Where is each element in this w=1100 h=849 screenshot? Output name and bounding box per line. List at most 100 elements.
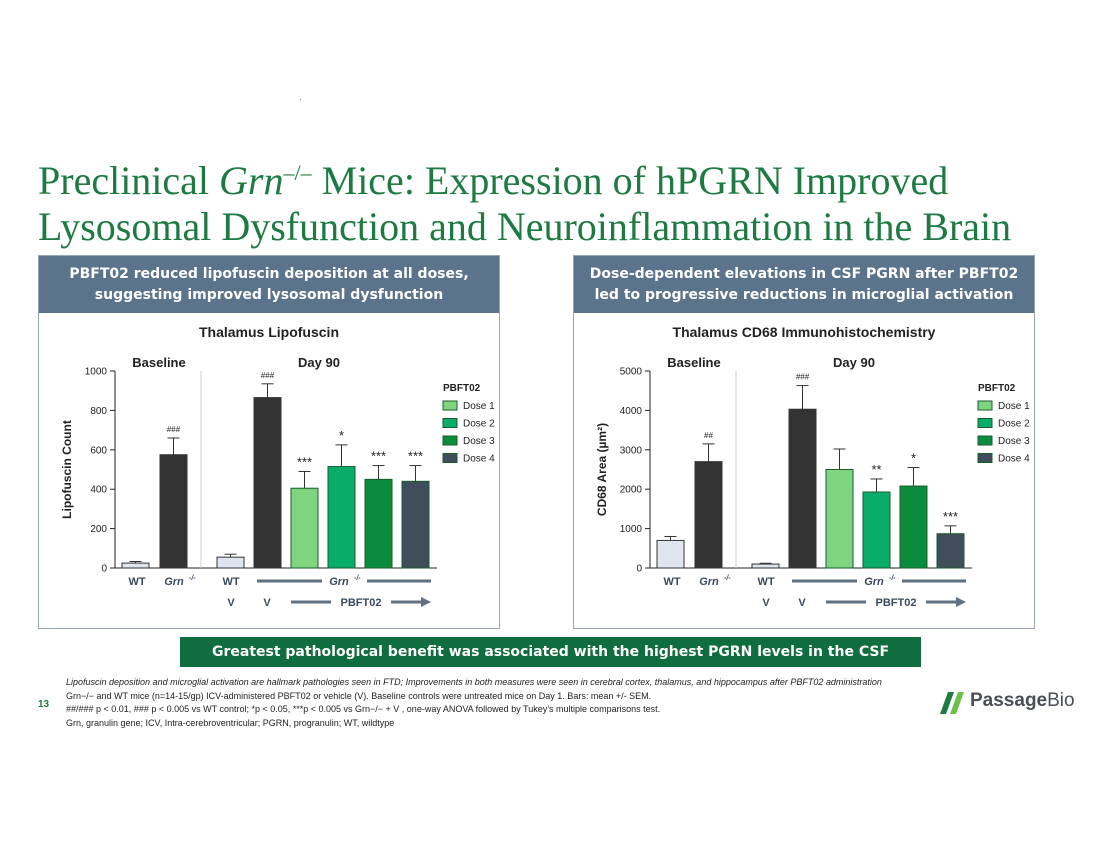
cd68-chart: Thalamus CD68 Immunohistochemistry CD68 A…: [595, 324, 1030, 609]
group-label-baseline: Baseline: [132, 355, 185, 370]
legend-item: Dose 4: [463, 454, 495, 465]
x-label-wt-day90: WT: [222, 576, 239, 588]
title-line-2: Lysosomal Dysfunction and Neuroinflammat…: [38, 204, 1012, 249]
conclusion-banner: Greatest pathological benefit was associ…: [180, 637, 921, 667]
significance-label: *: [911, 451, 916, 466]
significance-label: *: [339, 428, 344, 443]
y-tick-label: 0: [636, 564, 642, 575]
y-tick-label: 3000: [620, 445, 643, 456]
bar-5: [825, 469, 854, 569]
bar-6: [327, 466, 356, 569]
legend-swatch: [977, 400, 993, 411]
bar-8: [936, 533, 965, 569]
significance-label: ###: [261, 371, 275, 380]
bar-3: [751, 563, 780, 569]
y-tick-label: 600: [90, 445, 107, 456]
cd68-panel: Dose-dependent elevations in CSF PGRN af…: [573, 255, 1035, 629]
x-label-vehicle-wt: V: [227, 597, 235, 609]
title-line-1: Preclinical Grn–/– Mice: Expression of h…: [38, 150, 1088, 204]
group-label-day90: Day 90: [298, 355, 340, 370]
legend-item: Dose 3: [998, 436, 1030, 447]
y-axis-label: CD68 Area (µm²): [595, 423, 609, 516]
bar-2: [694, 461, 723, 569]
y-tick-label: 4000: [620, 406, 643, 417]
legend-swatch: [977, 435, 993, 446]
legend-item: Dose 3: [463, 436, 495, 447]
significance-label: ###: [167, 425, 181, 434]
legend-swatch: [977, 453, 993, 463]
logo-mark-icon: [940, 692, 964, 714]
x-label-grn-superscript: -/-: [724, 575, 731, 582]
significance-label: ***: [408, 449, 423, 464]
title-gene-superscript: –/–: [283, 160, 312, 185]
significance-label: ***: [371, 449, 386, 464]
x-label-grn-baseline: Grn: [164, 576, 184, 588]
footnote-2: Grn−/− and WT mice (n=14-15/gp) ICV-admi…: [66, 690, 652, 701]
bar-4: [788, 408, 817, 569]
legend-title: PBFT02: [978, 383, 1016, 394]
cd68-panel-header: Dose-dependent elevations in CSF PGRN af…: [574, 256, 1034, 313]
treatment-arrow-head: [956, 597, 966, 607]
bar-1: [656, 539, 685, 569]
legend-swatch: [442, 400, 458, 411]
legend-item: Dose 1: [463, 401, 495, 412]
title-text-a: Preclinical: [38, 158, 220, 203]
y-tick-label: 5000: [620, 367, 643, 378]
lipofuscin-panel: PBFT02 reduced lipofuscin deposition at …: [38, 255, 500, 629]
logo-text: PassageBio: [970, 690, 1075, 712]
x-label-grn-day90-superscript: -/-: [354, 575, 361, 582]
x-label-vehicle-wt: V: [762, 597, 770, 609]
legend-item: Dose 4: [998, 454, 1030, 465]
y-tick-label: 2000: [620, 485, 643, 496]
legend-swatch: [977, 418, 993, 428]
chart-title: Thalamus CD68 Immunohistochemistry: [673, 324, 936, 340]
title-gene-name: Grn: [219, 158, 284, 203]
chart-title: Thalamus Lipofuscin: [199, 324, 339, 340]
logo-text-bold: Passage: [970, 690, 1048, 711]
significance-label: ###: [796, 373, 810, 382]
bar-4: [253, 397, 282, 569]
footnote-1: Lipofuscin deposition and microglial act…: [66, 677, 882, 687]
passage-bio-logo: PassageBio: [940, 688, 1080, 716]
legend-item: Dose 1: [998, 401, 1030, 412]
treatment-arrow-head: [421, 597, 431, 607]
group-label-day90: Day 90: [833, 355, 875, 370]
significance-label: ##: [704, 431, 713, 440]
x-label-grn-baseline: Grn: [699, 576, 719, 588]
bar-1: [121, 562, 150, 569]
significance-label: **: [871, 462, 881, 477]
x-label-grn-superscript: -/-: [189, 575, 196, 582]
bar-8: [401, 480, 430, 569]
legend-swatch: [442, 453, 458, 463]
significance-label: ***: [943, 509, 958, 524]
x-label-vehicle-grn: V: [798, 597, 806, 609]
x-label-vehicle-grn: V: [263, 597, 271, 609]
group-label-baseline: Baseline: [667, 355, 720, 370]
y-tick-label: 1000: [620, 524, 643, 535]
lipofuscin-chart: Thalamus Lipofuscin Lipofuscin Count 0 200 4…: [60, 324, 495, 609]
y-tick-label: 400: [90, 485, 107, 496]
footnote-4: Grn, granulin gene; ICV, Intra-cerebrove…: [66, 717, 395, 728]
x-label-grn-day90: Grn: [329, 576, 349, 588]
lipofuscin-panel-header: PBFT02 reduced lipofuscin deposition at …: [39, 256, 499, 313]
y-tick-label: 0: [101, 564, 107, 575]
y-tick-label: 200: [90, 524, 107, 535]
x-label-grn-day90: Grn: [864, 576, 884, 588]
significance-label: ***: [297, 454, 312, 469]
x-label-treatment: PBFT02: [876, 597, 917, 609]
x-label-grn-day90-superscript: -/-: [889, 575, 896, 582]
bar-7: [364, 478, 393, 569]
legend-swatch: [442, 418, 458, 428]
title-text-b: Mice: Expression of hPGRN Improved: [311, 158, 949, 203]
page-number: 13: [38, 699, 50, 710]
slide-title: Preclinical Grn–/– Mice: Expression of h…: [38, 150, 1088, 250]
x-label-wt-baseline: WT: [128, 576, 145, 588]
x-label-treatment: PBFT02: [341, 597, 382, 609]
legend-item: Dose 2: [463, 419, 495, 430]
x-label-wt-baseline: WT: [663, 576, 680, 588]
y-tick-label: 800: [90, 406, 107, 417]
footnote-3: ##/### p < 0.01, ### p < 0.005 vs WT con…: [66, 704, 661, 714]
legend-item: Dose 2: [998, 419, 1030, 430]
bar-6: [862, 491, 891, 569]
x-label-wt-day90: WT: [757, 576, 774, 588]
